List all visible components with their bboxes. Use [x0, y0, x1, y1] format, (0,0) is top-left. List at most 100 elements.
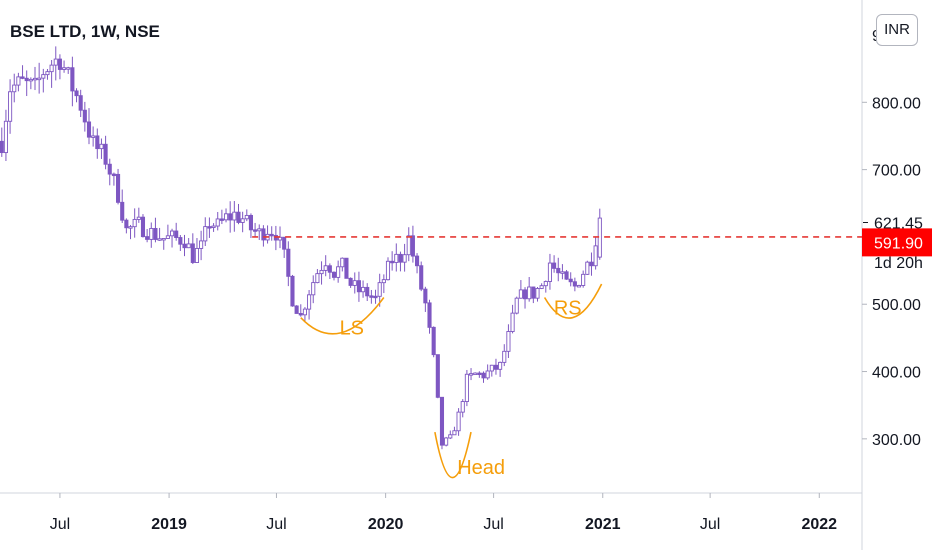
currency-button[interactable]: INR	[876, 14, 918, 46]
time-tick-label: Jul	[700, 516, 720, 533]
candle-body	[282, 236, 287, 250]
candle-body	[502, 350, 507, 363]
candle-body	[8, 91, 13, 122]
candle-body	[369, 295, 374, 298]
candle-body	[232, 211, 237, 221]
candle-body	[124, 219, 129, 229]
candle-body	[95, 135, 100, 150]
candle-body	[128, 226, 133, 229]
price-tick-label: 700.00	[872, 163, 921, 180]
candle-body	[86, 121, 92, 138]
time-tick-label: 2019	[151, 516, 187, 533]
candle-body	[261, 228, 266, 241]
candle-body	[352, 280, 357, 286]
candle-body	[398, 253, 403, 263]
candle-body	[286, 248, 291, 277]
candle-body	[157, 238, 162, 241]
candle-body	[423, 288, 428, 304]
candle-body	[190, 243, 195, 263]
candle-body	[481, 372, 486, 379]
candle-body	[174, 230, 179, 238]
candle-body	[373, 295, 378, 299]
candle-body	[498, 361, 503, 370]
candle-body	[506, 331, 511, 352]
candle-body	[53, 58, 58, 66]
candle-body	[473, 372, 478, 376]
candle-body	[448, 434, 453, 439]
price-tick-label: 300.00	[872, 432, 921, 449]
candle-body	[211, 225, 216, 228]
last-price-label: 621.45	[874, 215, 923, 232]
candle-body	[257, 228, 262, 232]
candle-body	[556, 267, 561, 274]
candle-body	[431, 326, 436, 356]
candle-body	[132, 218, 137, 228]
candle-body	[510, 312, 515, 332]
candle-body	[518, 289, 523, 299]
candle-body	[415, 255, 420, 267]
candle-body	[568, 278, 573, 283]
candle-body	[3, 120, 8, 154]
candle-body	[12, 84, 17, 93]
candle-body	[527, 286, 532, 300]
candle-body	[394, 253, 399, 263]
candle-body	[32, 77, 38, 81]
candle-body	[103, 143, 108, 165]
candle-body	[410, 235, 415, 257]
candle-body	[315, 273, 320, 284]
candle-body	[427, 302, 432, 328]
candle-body	[336, 266, 341, 278]
candle-body	[307, 294, 312, 310]
candle-body	[45, 71, 50, 76]
candle-body	[91, 135, 96, 138]
candle-body	[489, 364, 494, 372]
candle-body	[340, 257, 345, 268]
candle-body	[28, 78, 33, 82]
candle-body	[136, 216, 141, 220]
candle-body	[294, 305, 299, 314]
candle-body	[456, 411, 461, 432]
candle-body	[522, 289, 528, 300]
candle-body	[62, 67, 67, 70]
candle-body	[356, 280, 361, 293]
candle-body	[327, 265, 332, 273]
price-marker-label: 591.90	[874, 235, 923, 252]
candle-body	[514, 297, 519, 314]
candle-body	[244, 214, 249, 220]
candle-body	[82, 109, 87, 123]
candle-body	[228, 213, 233, 221]
candle-body	[493, 364, 499, 370]
candle-body	[149, 228, 154, 240]
candle-body	[593, 245, 598, 267]
candle-body	[323, 265, 328, 271]
candle-body	[361, 286, 366, 293]
candle-body	[365, 286, 370, 297]
candle-body	[120, 201, 125, 221]
candle-body	[169, 230, 175, 237]
candle-body	[468, 373, 474, 376]
candle-body	[49, 64, 54, 73]
candle-body	[460, 401, 465, 413]
candle-body	[253, 229, 258, 232]
candle-body	[319, 269, 324, 275]
candle-body	[444, 437, 449, 446]
candle-body	[41, 74, 46, 79]
time-tick-label: Jul	[50, 516, 70, 533]
candle-body	[161, 238, 166, 241]
candle-body	[452, 430, 457, 436]
candle-body	[178, 237, 183, 245]
candle-body	[331, 271, 337, 278]
candle-body	[585, 261, 590, 275]
candle-body	[302, 308, 307, 316]
price-tick-label: 400.00	[872, 365, 921, 382]
candle-body	[311, 282, 316, 296]
candle-body	[377, 282, 382, 297]
candle-body	[186, 243, 191, 249]
candle-body	[199, 240, 204, 249]
price-marker-box	[862, 228, 932, 257]
candle-body	[111, 173, 116, 177]
candle-body	[248, 214, 253, 231]
candle-body	[165, 235, 170, 239]
